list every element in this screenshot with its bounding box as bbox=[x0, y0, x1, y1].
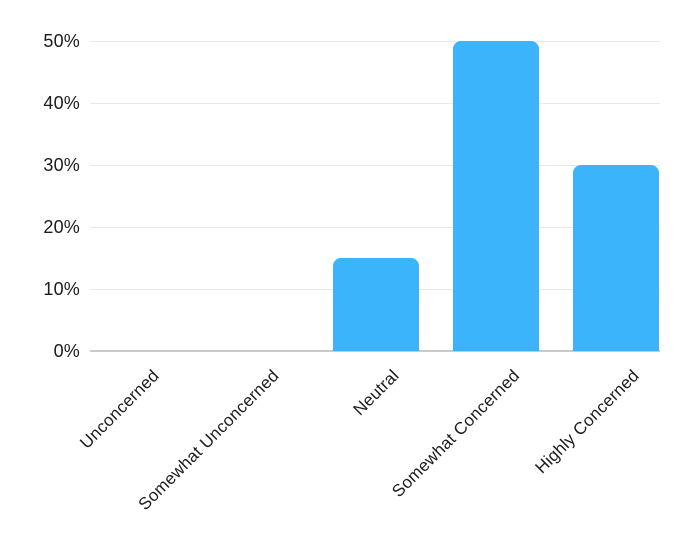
gridline bbox=[90, 165, 660, 166]
gridline bbox=[90, 227, 660, 228]
y-tick-label: 10% bbox=[43, 279, 80, 299]
x-tick-label-somewhat-unconcerned: Somewhat Unconcerned bbox=[135, 366, 283, 514]
y-tick-label: 20% bbox=[43, 217, 80, 237]
gridline bbox=[90, 103, 660, 104]
bar-neutral[interactable] bbox=[332, 258, 419, 351]
x-tick-label-neutral: Neutral bbox=[349, 366, 403, 420]
y-tick-label: 30% bbox=[43, 155, 80, 175]
x-tick-label-somewhat-concerned: Somewhat Concerned bbox=[388, 366, 523, 501]
x-tick-label-unconcerned: Unconcerned bbox=[76, 366, 163, 453]
x-axis-line bbox=[90, 350, 660, 352]
bar-somewhat-concerned[interactable] bbox=[452, 41, 539, 351]
x-tick-label-highly-concerned: Highly Concerned bbox=[531, 366, 643, 478]
y-tick-label: 40% bbox=[43, 93, 80, 113]
y-tick-label: 0% bbox=[53, 341, 80, 361]
bar-highly-concerned[interactable] bbox=[572, 165, 659, 351]
y-tick-label: 50% bbox=[43, 31, 80, 51]
gridline bbox=[90, 41, 660, 42]
